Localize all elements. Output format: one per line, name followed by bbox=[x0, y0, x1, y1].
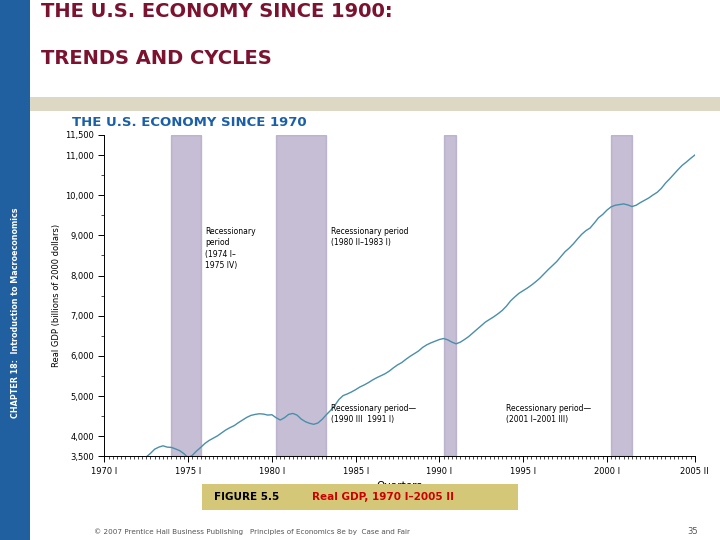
Y-axis label: Real GDP (billions of 2000 dollars): Real GDP (billions of 2000 dollars) bbox=[52, 224, 61, 367]
Bar bbox=[171, 135, 201, 456]
Text: Recessionary period—
(2001 I–2001 III): Recessionary period— (2001 I–2001 III) bbox=[506, 404, 592, 424]
Text: © 2007 Prentice Hall Business Publishing   Principles of Economics 8e by  Case a: © 2007 Prentice Hall Business Publishing… bbox=[94, 528, 410, 535]
Bar bbox=[276, 135, 326, 456]
X-axis label: Quarters: Quarters bbox=[377, 481, 423, 491]
Text: THE U.S. ECONOMY SINCE 1900:: THE U.S. ECONOMY SINCE 1900: bbox=[40, 2, 392, 21]
Text: Recessionary
period
(1974 I–
1975 IV): Recessionary period (1974 I– 1975 IV) bbox=[205, 227, 256, 269]
Text: Recessionary period
(1980 II–1983 I): Recessionary period (1980 II–1983 I) bbox=[330, 227, 408, 247]
Text: Recessionary period—
(1990 III  1991 I): Recessionary period— (1990 III 1991 I) bbox=[330, 404, 415, 424]
Text: 35: 35 bbox=[688, 526, 698, 536]
Text: Real GDP, 1970 I–2005 II: Real GDP, 1970 I–2005 II bbox=[312, 492, 454, 502]
Text: THE U.S. ECONOMY SINCE 1970: THE U.S. ECONOMY SINCE 1970 bbox=[72, 116, 307, 129]
Text: TRENDS AND CYCLES: TRENDS AND CYCLES bbox=[40, 49, 271, 68]
Text: FIGURE 5.5: FIGURE 5.5 bbox=[215, 492, 279, 502]
Bar bbox=[444, 135, 456, 456]
Text: CHAPTER 18:  Introduction to Macroeconomics: CHAPTER 18: Introduction to Macroeconomi… bbox=[11, 208, 19, 418]
Bar bbox=[611, 135, 632, 456]
